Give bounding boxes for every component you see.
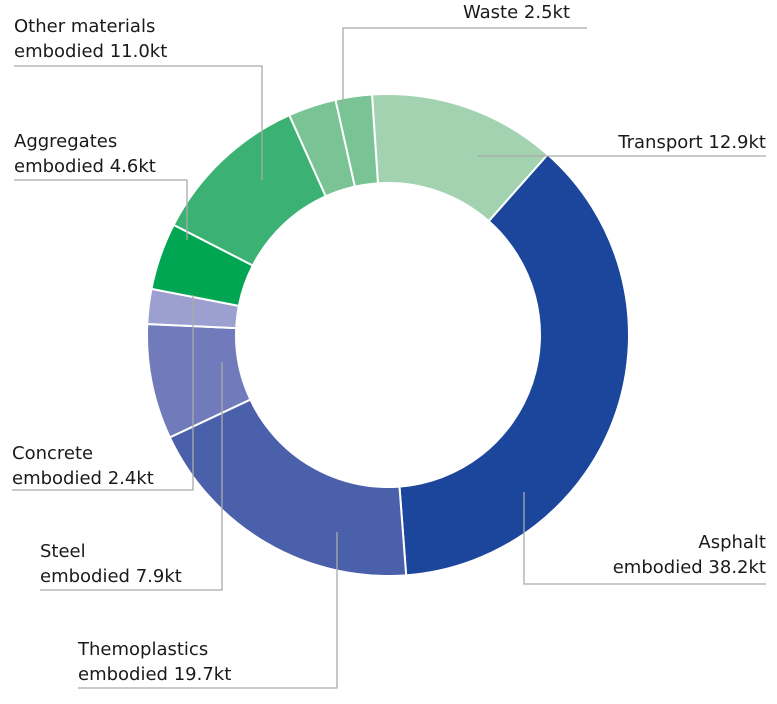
donut-slice-themoplastics xyxy=(168,398,408,577)
leader-other-materials xyxy=(14,65,263,180)
label-aggregates: Aggregates embodied 4.6kt xyxy=(14,129,156,179)
leader-waste xyxy=(342,27,587,105)
label-line1: Steel xyxy=(40,541,86,562)
leader-aggregates xyxy=(14,179,188,240)
donut-slice-asphalt xyxy=(398,153,630,577)
leader-steel xyxy=(40,362,223,591)
donut-slice-waste xyxy=(334,93,379,188)
label-asphalt: Asphalt embodied 38.2kt xyxy=(613,530,766,580)
label-themoplastics: Themoplastics embodied 19.7kt xyxy=(78,637,231,687)
leader-themoplastics xyxy=(78,532,338,689)
label-line1: Themoplastics xyxy=(78,639,209,660)
label-line1: Concrete xyxy=(12,443,94,464)
label-waste: Waste 2.5kt xyxy=(463,0,570,25)
label-concrete: Concrete embodied 2.4kt xyxy=(12,441,154,491)
label-other-materials: Other materials embodied 11.0kt xyxy=(14,14,167,64)
label-line1: Other materials xyxy=(14,16,156,37)
label-line1: Waste 2.5kt xyxy=(463,2,571,23)
leader-asphalt xyxy=(523,492,766,585)
label-line1: Transport 12.9kt xyxy=(618,132,766,153)
label-line2: embodied 11.0kt xyxy=(14,41,168,62)
label-line2: embodied 4.6kt xyxy=(14,156,156,177)
label-steel: Steel embodied 7.9kt xyxy=(40,539,182,589)
label-line1: Asphalt xyxy=(698,532,766,553)
leader-concrete xyxy=(12,295,194,491)
label-line2: embodied 19.7kt xyxy=(78,664,232,685)
label-line2: embodied 38.2kt xyxy=(612,557,766,578)
label-line2: embodied 7.9kt xyxy=(40,566,182,587)
label-line1: Aggregates xyxy=(14,131,118,152)
label-transport: Transport 12.9kt xyxy=(618,130,766,155)
label-line2: embodied 2.4kt xyxy=(12,468,154,489)
